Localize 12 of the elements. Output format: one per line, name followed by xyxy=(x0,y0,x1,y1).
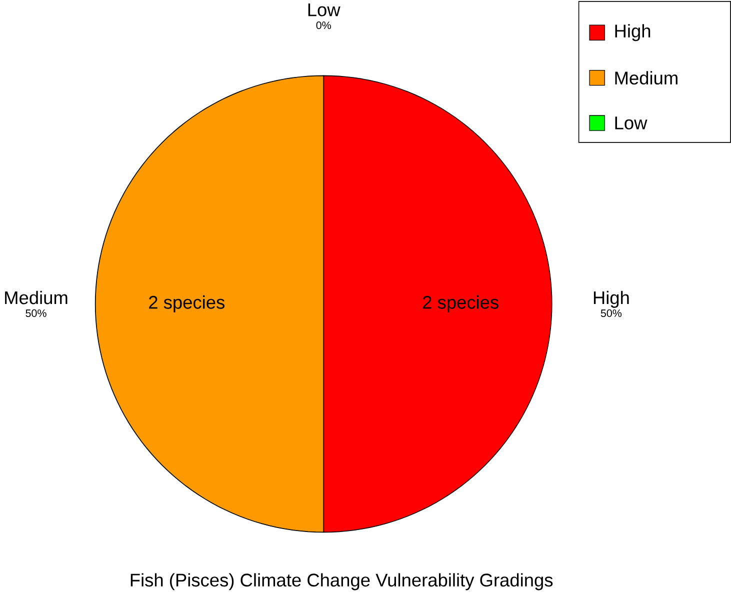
data-label: 50% xyxy=(26,310,46,318)
legend-label: High xyxy=(615,24,650,42)
text: 2 species xyxy=(422,296,498,313)
text: 2 species xyxy=(149,296,224,313)
category-label: Low xyxy=(308,4,340,16)
text: Fish (Pisces) Climate Change Vulnerability Gradings xyxy=(130,573,553,590)
legend-label: Low xyxy=(615,116,648,130)
slice-label: High xyxy=(594,290,629,308)
legend-label: Medium xyxy=(615,71,678,85)
slice-label: Medium xyxy=(5,290,68,304)
data-label: 50% xyxy=(600,310,622,318)
text: 0% xyxy=(316,22,331,30)
